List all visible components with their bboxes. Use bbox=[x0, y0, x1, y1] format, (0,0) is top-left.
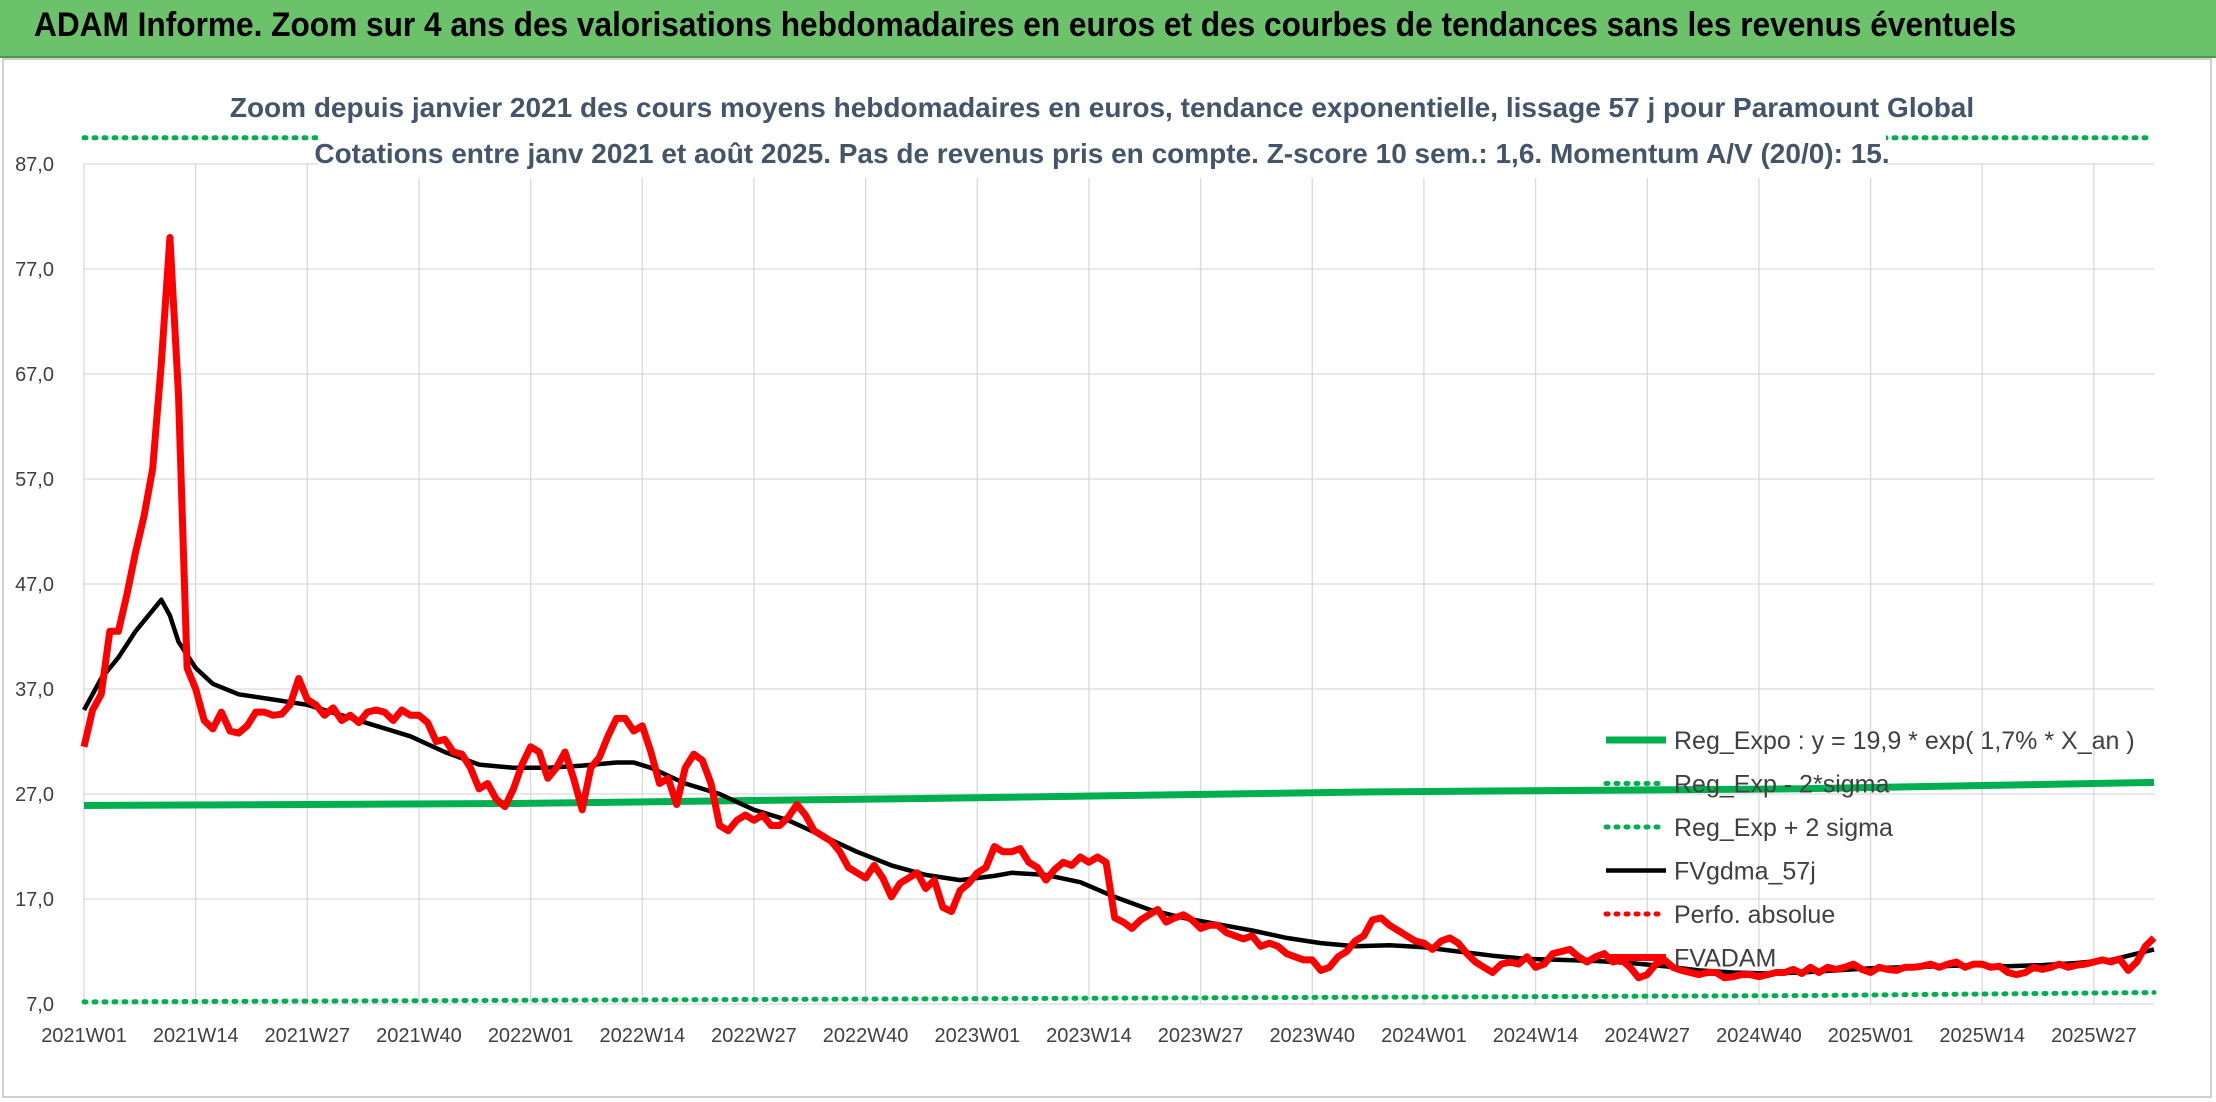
legend-entry: FVgdma_57j bbox=[1674, 858, 1816, 886]
x-tick-label: 2022W40 bbox=[823, 1025, 909, 1047]
series-line-0 bbox=[83, 778, 2155, 809]
x-tick-label: 2024W14 bbox=[1493, 1025, 1579, 1047]
x-tick-label: 2021W01 bbox=[41, 1025, 127, 1047]
legend-entry: Reg_Exp - 2*sigma bbox=[1674, 771, 1889, 799]
legend-entry: Reg_Exp + 2 sigma bbox=[1674, 814, 1893, 842]
x-tick-label: 2025W01 bbox=[1828, 1025, 1914, 1047]
x-tick-label: 2024W27 bbox=[1604, 1025, 1690, 1047]
x-tick-label: 2023W14 bbox=[1046, 1025, 1132, 1047]
legend-entry: Perfo. absolue bbox=[1674, 901, 1835, 929]
x-tick-label: 2024W40 bbox=[1716, 1025, 1802, 1047]
x-tick-label: 2025W27 bbox=[2051, 1025, 2137, 1047]
y-tick-label: 77,0 bbox=[15, 259, 54, 281]
y-tick-label: 67,0 bbox=[15, 364, 54, 386]
x-tick-label: 2025W14 bbox=[1939, 1025, 2025, 1047]
title-backdrop bbox=[318, 78, 1886, 178]
x-tick-label: 2022W14 bbox=[599, 1025, 685, 1047]
y-tick-label: 7,0 bbox=[26, 994, 54, 1016]
chart-title: Zoom depuis janvier 2021 des cours moyen… bbox=[230, 92, 1974, 123]
x-tick-label: 2023W40 bbox=[1269, 1025, 1355, 1047]
report-title: ADAM Informe. Zoom sur 4 ans des valoris… bbox=[34, 6, 2017, 44]
x-tick-label: 2022W27 bbox=[711, 1025, 797, 1047]
x-axis-ticks: 2021W01 2021W14 2021W27 2021W40 2022W01 2022W… bbox=[41, 1025, 2137, 1047]
x-tick-label: 2021W40 bbox=[376, 1025, 462, 1047]
series-line-5 bbox=[80, 234, 2157, 982]
chart-subtitle: Cotations entre janv 2021 et août 2025. … bbox=[314, 138, 1889, 169]
legend-entry: Reg_Expo : y = 19,9 * exp( 1,7% * X_an ) bbox=[1674, 727, 2135, 755]
y-tick-label: 47,0 bbox=[15, 574, 54, 596]
x-tick-label: 2024W01 bbox=[1381, 1025, 1467, 1047]
legend: Reg_Expo : y = 19,9 * exp( 1,7% * X_an )… bbox=[1603, 727, 2135, 973]
x-tick-label: 2022W01 bbox=[488, 1025, 574, 1047]
series-line-1 bbox=[81, 990, 2157, 1005]
chart-frame bbox=[2, 58, 2212, 1098]
legend-entry: FVADAM bbox=[1674, 945, 1776, 973]
grid-lines bbox=[83, 163, 2154, 1005]
y-tick-label: 27,0 bbox=[15, 784, 54, 806]
x-tick-label: 2021W27 bbox=[265, 1025, 351, 1047]
y-axis-ticks: 87,0 77,0 67,0 57,0 47,0 37,0 27,0 17,0 7,0 bbox=[15, 154, 54, 1016]
report-banner: ADAM Informe. Zoom sur 4 ans des valoris… bbox=[0, 0, 2216, 58]
y-tick-label: 87,0 bbox=[15, 154, 54, 176]
series-lines bbox=[80, 135, 2157, 1005]
y-tick-label: 57,0 bbox=[15, 469, 54, 491]
y-tick-label: 17,0 bbox=[15, 889, 54, 911]
x-tick-label: 2023W27 bbox=[1158, 1025, 1244, 1047]
x-tick-label: 2023W01 bbox=[934, 1025, 1020, 1047]
y-tick-label: 37,0 bbox=[15, 679, 54, 701]
x-tick-label: 2021W14 bbox=[153, 1025, 239, 1047]
